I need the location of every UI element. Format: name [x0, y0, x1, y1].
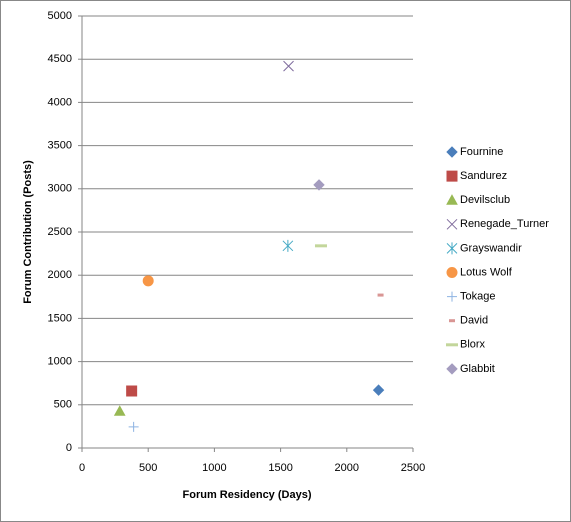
legend-label: Renegade_Turner: [460, 218, 549, 230]
y-tick-label: 2000: [48, 269, 72, 281]
legend-label: Devilsclub: [460, 194, 510, 206]
point: [128, 421, 139, 432]
point: [313, 179, 325, 191]
point: [142, 275, 154, 287]
y-tick-label: 4000: [48, 96, 72, 108]
legend-label: Fournine: [460, 146, 503, 158]
legend-marker: [446, 242, 458, 255]
y-tick-label: 2500: [48, 226, 72, 238]
x-tick-label: 500: [139, 462, 157, 474]
x-tick-label: 1000: [202, 462, 226, 474]
legend-label: David: [460, 315, 488, 327]
point: [113, 405, 126, 416]
y-tick-label: 3000: [48, 183, 72, 195]
x-axis-title: Forum Residency (Days): [183, 489, 312, 501]
legend-marker: [446, 170, 458, 182]
point: [372, 384, 385, 396]
y-tick-label: 1000: [48, 356, 72, 368]
x-tick-label: 0: [79, 462, 85, 474]
y-tick-label: 500: [54, 399, 72, 411]
legend-marker: [446, 267, 458, 278]
legend-marker: [447, 291, 457, 302]
legend-label: Lotus Wolf: [460, 266, 513, 278]
y-tick-label: 4500: [48, 53, 72, 65]
legend-marker: [446, 363, 458, 375]
y-tick-label: 1500: [48, 312, 72, 324]
y-tick-label: 0: [66, 442, 72, 454]
legend-label: Tokage: [460, 291, 495, 303]
legend-label: Sandurez: [460, 170, 507, 182]
legend-label: Glabbit: [460, 363, 495, 375]
point: [283, 60, 294, 72]
legend-label: Grayswandir: [460, 242, 522, 254]
x-tick-label: 2000: [335, 462, 359, 474]
point: [126, 385, 138, 397]
x-tick-label: 1500: [268, 462, 292, 474]
x-tick-label: 2500: [401, 462, 425, 474]
legend-marker: [446, 146, 458, 158]
legend-marker: [446, 194, 458, 205]
y-axis-title: Forum Contribution (Posts): [22, 160, 34, 304]
point: [282, 239, 294, 252]
y-tick-label: 3500: [48, 140, 72, 152]
legend-label: Blorx: [460, 339, 486, 351]
y-tick-label: 5000: [48, 10, 72, 22]
legend-marker: [446, 218, 458, 230]
